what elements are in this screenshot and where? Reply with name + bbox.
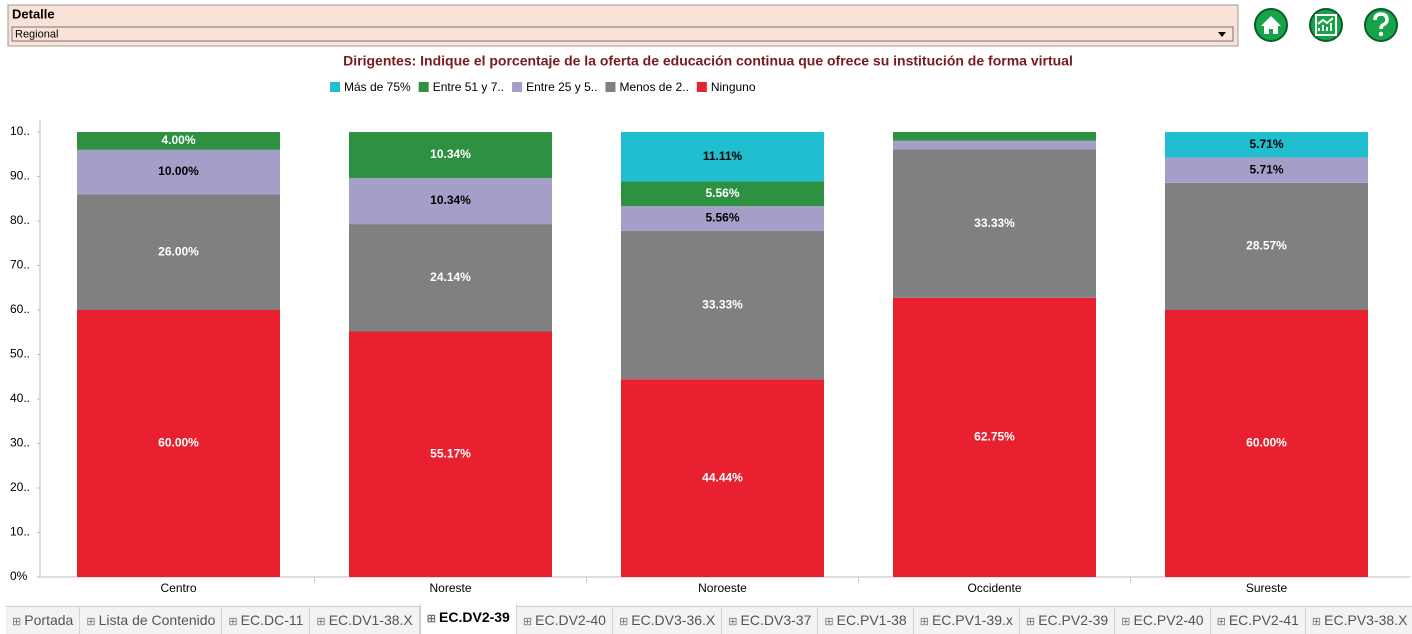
data-label: 10.34%	[430, 147, 471, 161]
filter-dropdown[interactable]	[11, 26, 1234, 42]
y-tick-label: 30..	[10, 436, 30, 450]
data-label: 33.33%	[974, 216, 1015, 230]
data-label: 5.56%	[705, 186, 739, 200]
bar-segment	[1165, 157, 1368, 183]
bar-segment	[621, 132, 824, 182]
sheet-tab[interactable]: EC.DV2-40	[517, 607, 613, 634]
data-label: 10.00%	[158, 164, 199, 178]
bar-segment	[349, 224, 552, 332]
bar-segment	[349, 178, 552, 225]
bar-segment	[621, 181, 824, 207]
bar-segment	[621, 230, 824, 380]
data-label: 10.34%	[430, 193, 471, 207]
sheet-tab[interactable]: EC.DV1-38.X	[310, 607, 420, 634]
y-tick-label: 60..	[10, 302, 30, 316]
sheet-tab[interactable]: EC.DC-11	[222, 607, 311, 634]
x-tick-label: Sureste	[1246, 581, 1288, 595]
sheet-tabs: PortadaLista de ContenidoEC.DC-11EC.DV1-…	[6, 604, 1412, 634]
legend-swatch	[512, 82, 523, 92]
legend-label: Entre 25 y 5..	[526, 80, 597, 94]
data-label: 26.00%	[158, 244, 199, 258]
y-tick-label: 40..	[10, 391, 30, 405]
y-tick-label: 10..	[10, 124, 30, 138]
bar-segment	[77, 149, 280, 195]
data-label: 62.75%	[974, 430, 1015, 444]
data-label: 33.33%	[702, 297, 743, 311]
bar-segment	[621, 379, 824, 577]
y-tick-label: 70..	[10, 258, 30, 272]
bar-segment	[77, 132, 280, 150]
bar-segment	[893, 132, 1096, 141]
legend-label: Entre 51 y 7..	[433, 80, 504, 94]
legend-label: Menos de 2..	[619, 80, 688, 94]
data-label: 60.00%	[158, 436, 199, 450]
home-button[interactable]	[1254, 8, 1288, 42]
data-label: 60.00%	[1246, 436, 1287, 450]
sheet-tab[interactable]: EC.PV2-40	[1115, 607, 1211, 634]
sheet-tab[interactable]: EC.DV3-37	[722, 607, 819, 634]
y-tick-label: 10..	[10, 525, 30, 539]
x-tick-label: Noreste	[429, 581, 471, 595]
data-label: 5.56%	[705, 211, 739, 225]
sheet-tab[interactable]: Portada	[6, 607, 81, 634]
bar-segment	[77, 310, 280, 577]
data-label: 11.11%	[703, 149, 743, 163]
y-tick-label: 50..	[10, 347, 30, 361]
sheet-tab[interactable]: EC.PV3-38.X	[1306, 607, 1412, 634]
filter-label: Detalle	[12, 6, 55, 21]
legend-swatch	[605, 82, 616, 92]
x-tick-label: Noroeste	[698, 581, 747, 595]
bar-segment	[77, 194, 280, 310]
sheet-tab[interactable]: EC.PV1-39.x	[914, 607, 1020, 634]
legend-label: Más de 75%	[344, 80, 411, 94]
bar-segment	[621, 206, 824, 231]
legend-swatch	[330, 82, 340, 92]
bar-segment	[893, 149, 1096, 298]
sheet-tab[interactable]: EC.PV2-41	[1211, 607, 1306, 634]
legend-swatch	[696, 82, 707, 92]
help-button[interactable]	[1364, 8, 1398, 42]
bar-segment	[349, 132, 552, 179]
sheet-tab[interactable]: EC.DV3-36.X	[613, 607, 723, 634]
chart-button[interactable]	[1309, 8, 1343, 42]
bar-segment	[893, 297, 1096, 577]
legend-label: Ninguno	[711, 80, 756, 94]
data-label: 44.44%	[702, 470, 743, 484]
sheet-tab[interactable]: EC.PV2-39	[1020, 607, 1116, 634]
y-tick-label: 0%	[10, 569, 28, 583]
data-label: 5.71%	[1249, 137, 1283, 151]
sheet-tab[interactable]: EC.DV2-39	[419, 604, 517, 634]
bar-segment	[1165, 182, 1368, 310]
bar-segment	[1165, 310, 1368, 577]
sheet-tab[interactable]: Lista de Contenido	[80, 607, 223, 634]
bar-segment	[1165, 132, 1368, 158]
dropdown-arrow[interactable]	[1218, 32, 1226, 37]
bar-segment	[349, 331, 552, 577]
y-tick-label: 90..	[10, 169, 30, 183]
data-label: 28.57%	[1246, 239, 1287, 253]
data-label: 4.00%	[161, 133, 195, 147]
bar-segment	[893, 140, 1096, 150]
data-label: 55.17%	[430, 446, 471, 460]
x-tick-label: Centro	[160, 581, 196, 595]
x-tick-label: Occidente	[967, 581, 1021, 595]
sheet-tab[interactable]: EC.PV1-38	[818, 607, 914, 634]
y-tick-label: 80..	[10, 213, 30, 227]
data-label: 24.14%	[430, 270, 471, 284]
legend-swatch	[418, 82, 429, 92]
y-tick-label: 20..	[10, 480, 30, 494]
chart-title: Dirigentes: Indique el porcentaje de la …	[343, 53, 1073, 69]
filter-value[interactable]: Regional	[15, 28, 58, 40]
chart: Detalle Regional Dirigentes: Indique el …	[7, 4, 1410, 595]
data-label: 5.71%	[1249, 162, 1283, 176]
